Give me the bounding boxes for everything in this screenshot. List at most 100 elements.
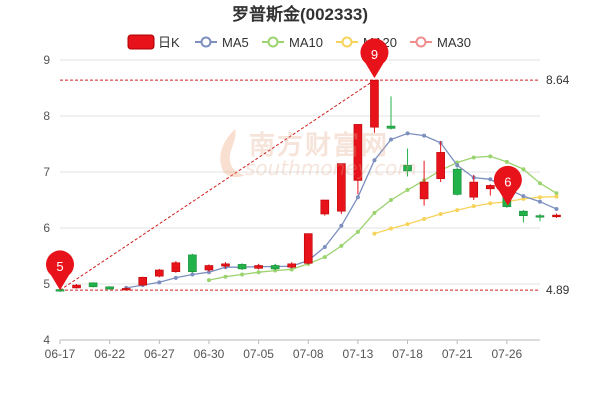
candle-body (254, 265, 263, 269)
candle (469, 174, 479, 200)
ma20-point (521, 196, 526, 201)
legend-swatch-ma30-dot (415, 36, 427, 48)
x-tick-label: 07-18 (392, 347, 423, 361)
ma20-point (471, 204, 476, 209)
chart-title-group: 罗普斯金(002333) (232, 4, 368, 24)
candle-body (419, 181, 429, 200)
ma5-point (455, 163, 460, 168)
high-value-label: 8.64 (546, 73, 570, 87)
candle-body (88, 282, 98, 288)
candle-body (353, 124, 363, 181)
high-marker-shape (360, 38, 389, 79)
ma10-point (223, 274, 228, 279)
ma20-point (455, 208, 460, 213)
x-tick-label: 06-22 (94, 347, 125, 361)
candle-body (121, 288, 131, 291)
ma10-point (372, 210, 377, 215)
y-tick-label: 4 (43, 333, 50, 347)
ma10-point (537, 181, 542, 186)
legend-swatch-ma20-dot (341, 36, 353, 48)
candle-body (320, 199, 330, 215)
ma10-point (289, 267, 294, 272)
legend-label-ma5: MA5 (222, 35, 249, 50)
candle-body (105, 286, 114, 290)
low-value-label: 4.89 (546, 283, 570, 297)
candle-body (519, 210, 528, 216)
candle-body (403, 164, 412, 172)
ma20-point (405, 222, 410, 227)
candle-body (469, 181, 479, 198)
last-marker-label: 6 (504, 175, 511, 190)
y-tick-label: 9 (43, 53, 50, 67)
candle (403, 148, 412, 177)
ma20-point (537, 195, 542, 200)
candle (337, 163, 346, 214)
ma5-point (355, 195, 360, 200)
x-tick-label: 06-30 (194, 347, 225, 361)
low-marker-shape (46, 250, 75, 291)
candle-body (171, 262, 181, 272)
ma5-point (521, 194, 526, 199)
gridlines (60, 59, 540, 341)
ma5-point (389, 137, 393, 142)
ma10-point (389, 198, 393, 202)
ma5-point (422, 133, 427, 138)
candle (188, 253, 197, 273)
candle (485, 184, 495, 196)
candle (138, 276, 148, 286)
ma5-point (157, 280, 162, 285)
candle (303, 233, 313, 265)
last-marker-shape (493, 165, 522, 206)
x-tick-label: 06-27 (144, 347, 175, 361)
ma20-line (374, 195, 557, 235)
ma10-point (273, 268, 278, 273)
candle-body (436, 152, 445, 180)
x-tick-label: 07-26 (491, 347, 522, 361)
ma20-point (372, 231, 377, 236)
ma5-point (190, 272, 195, 277)
legend: 日K MA5 MA10 MA20 MA30 (127, 34, 471, 50)
candle-body (138, 276, 148, 286)
candle (105, 286, 114, 290)
candle-body (270, 265, 280, 270)
y-tick-label: 5 (43, 277, 50, 291)
ma10-point (240, 272, 245, 277)
candle-body (452, 168, 462, 195)
x-axis: 06-17 06-22 06-27 06-30 07-05 07-08 07-13 07-18… (45, 339, 540, 361)
ma20-point (438, 212, 443, 216)
ma10-point (206, 278, 211, 283)
candle-body (237, 264, 247, 270)
candle (452, 167, 462, 196)
candle (287, 262, 297, 269)
ma10-point (405, 187, 410, 192)
candle-body (221, 263, 230, 267)
candle-body (303, 233, 313, 264)
y-tick-label: 6 (43, 221, 50, 235)
low-to-high-diagonal (59, 79, 375, 291)
x-tick-label: 06-17 (45, 347, 76, 361)
candle-body (72, 284, 81, 289)
ma5-point (339, 223, 344, 228)
ma5-point (405, 131, 410, 136)
candle (254, 263, 263, 270)
ma10-point (504, 159, 509, 164)
y-axis: 4 5 6 7 8 9 (43, 53, 50, 347)
candle (436, 141, 445, 183)
high-marker-label: 9 (371, 47, 378, 62)
low-marker-label: 5 (56, 259, 63, 274)
candle (221, 262, 230, 269)
ma10-point (339, 243, 344, 248)
candle (386, 96, 396, 130)
reference-lines: 8.64 4.89 (59, 73, 570, 297)
ma20-point (554, 194, 559, 199)
candles (55, 79, 561, 292)
ma5-point (372, 158, 377, 163)
ma20-point (488, 201, 493, 206)
candle-body (552, 214, 561, 218)
legend-swatch-daily-k (127, 34, 155, 50)
ma20-point (389, 226, 393, 231)
ma20-point (422, 217, 427, 222)
candle-body (337, 163, 346, 212)
ma5-point (488, 177, 493, 182)
candle (72, 284, 81, 289)
